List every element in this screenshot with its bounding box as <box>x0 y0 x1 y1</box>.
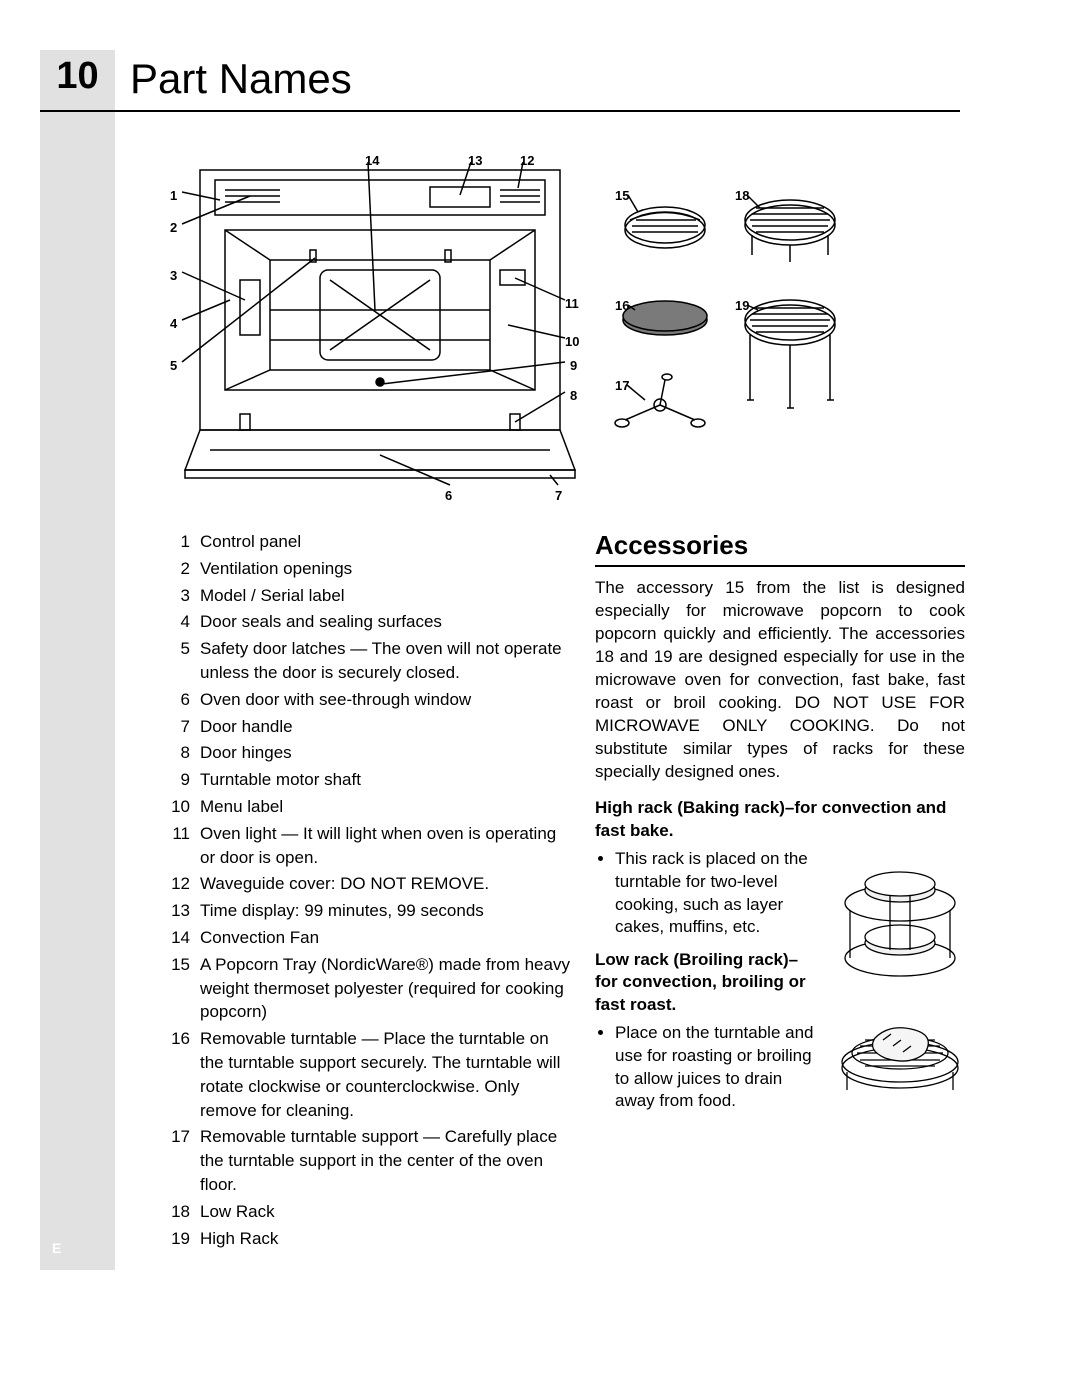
part-number: 3 <box>170 584 200 608</box>
part-number: 12 <box>170 872 200 896</box>
callout-number: 5 <box>170 358 177 373</box>
part-text: Ventilation openings <box>200 557 570 581</box>
part-text: High Rack <box>200 1227 570 1251</box>
part-row: 6Oven door with see-through window <box>170 688 570 712</box>
callout-number: 9 <box>570 358 577 373</box>
accessories-title: Accessories <box>595 530 965 561</box>
title-rule <box>40 110 960 112</box>
accessories-section: Accessories The accessory 15 from the li… <box>595 530 965 1131</box>
racks-illustration <box>835 848 965 1108</box>
part-row: 1Control panel <box>170 530 570 554</box>
accessories-intro: The accessory 15 from the list is design… <box>595 577 965 783</box>
callout-number: 6 <box>445 488 452 503</box>
part-text: Safety door latches — The oven will not … <box>200 637 570 685</box>
part-number: 4 <box>170 610 200 634</box>
low-rack-heading: Low rack (Broiling rack)– for convection… <box>595 949 825 1015</box>
parts-list: 1Control panel2Ventilation openings3Mode… <box>170 530 570 1253</box>
part-number: 6 <box>170 688 200 712</box>
part-number: 14 <box>170 926 200 950</box>
part-row: 5Safety door latches — The oven will not… <box>170 637 570 685</box>
part-text: Door handle <box>200 715 570 739</box>
callout-number: 3 <box>170 268 177 283</box>
part-text: Waveguide cover: DO NOT REMOVE. <box>200 872 570 896</box>
callout-number: 19 <box>735 298 749 313</box>
high-rack-block: This rack is placed on the turntable for… <box>595 848 965 1118</box>
part-number: 19 <box>170 1227 200 1251</box>
part-row: 17Removable turntable support — Carefull… <box>170 1125 570 1196</box>
part-number: 18 <box>170 1200 200 1224</box>
high-rack-heading: High rack (Baking rack)–for convection a… <box>595 797 965 841</box>
part-number: 13 <box>170 899 200 923</box>
callout-number: 15 <box>615 188 629 203</box>
part-text: Menu label <box>200 795 570 819</box>
parts-diagram: 12345678910111213141516171819 <box>170 150 960 510</box>
part-text: Low Rack <box>200 1200 570 1224</box>
page-number: 10 <box>40 55 115 98</box>
callout-number: 11 <box>565 296 579 311</box>
part-row: 19High Rack <box>170 1227 570 1251</box>
part-number: 8 <box>170 741 200 765</box>
callout-number: 10 <box>565 334 579 349</box>
lang-indicator: E <box>52 1240 61 1256</box>
part-number: 5 <box>170 637 200 685</box>
page-sidebar <box>40 50 115 1270</box>
part-text: Time display: 99 minutes, 99 seconds <box>200 899 570 923</box>
part-text: Oven light — It will light when oven is … <box>200 822 570 870</box>
part-number: 9 <box>170 768 200 792</box>
callout-number: 7 <box>555 488 562 503</box>
page-title: Part Names <box>130 55 352 103</box>
part-row: 8Door hinges <box>170 741 570 765</box>
part-number: 17 <box>170 1125 200 1196</box>
callout-number: 4 <box>170 316 178 331</box>
part-text: Control panel <box>200 530 570 554</box>
part-number: 2 <box>170 557 200 581</box>
part-text: Model / Serial label <box>200 584 570 608</box>
part-row: 12Waveguide cover: DO NOT REMOVE. <box>170 872 570 896</box>
part-row: 16Removable turntable — Place the turnta… <box>170 1027 570 1122</box>
part-row: 13Time display: 99 minutes, 99 seconds <box>170 899 570 923</box>
part-row: 7Door handle <box>170 715 570 739</box>
callout-number: 16 <box>615 298 629 313</box>
low-rack-bullet: Place on the turntable and use for roast… <box>615 1022 825 1114</box>
part-row: 18Low Rack <box>170 1200 570 1224</box>
part-text: Door seals and sealing surfaces <box>200 610 570 634</box>
part-text: Convection Fan <box>200 926 570 950</box>
callout-number: 12 <box>520 153 534 168</box>
part-text: Oven door with see-through window <box>200 688 570 712</box>
callout-number: 8 <box>570 388 577 403</box>
callout-number: 2 <box>170 220 177 235</box>
part-row: 3Model / Serial label <box>170 584 570 608</box>
callout-number: 18 <box>735 188 749 203</box>
part-row: 14Convection Fan <box>170 926 570 950</box>
part-text: Turntable motor shaft <box>200 768 570 792</box>
part-row: 11Oven light — It will light when oven i… <box>170 822 570 870</box>
part-text: A Popcorn Tray (NordicWare®) made from h… <box>200 953 570 1024</box>
accessories-rule <box>595 565 965 567</box>
part-number: 7 <box>170 715 200 739</box>
part-row: 10Menu label <box>170 795 570 819</box>
part-row: 2Ventilation openings <box>170 557 570 581</box>
callout-number: 14 <box>365 153 380 168</box>
part-row: 4Door seals and sealing surfaces <box>170 610 570 634</box>
part-row: 9Turntable motor shaft <box>170 768 570 792</box>
callout-number: 17 <box>615 378 629 393</box>
part-text: Removable turntable support — Carefully … <box>200 1125 570 1196</box>
callout-number: 13 <box>468 153 482 168</box>
part-number: 15 <box>170 953 200 1024</box>
part-text: Removable turntable — Place the turntabl… <box>200 1027 570 1122</box>
part-number: 10 <box>170 795 200 819</box>
high-rack-bullet: This rack is placed on the turntable for… <box>615 848 825 940</box>
part-number: 16 <box>170 1027 200 1122</box>
part-number: 1 <box>170 530 200 554</box>
part-number: 11 <box>170 822 200 870</box>
part-row: 15A Popcorn Tray (NordicWare®) made from… <box>170 953 570 1024</box>
part-text: Door hinges <box>200 741 570 765</box>
callout-number: 1 <box>170 188 177 203</box>
